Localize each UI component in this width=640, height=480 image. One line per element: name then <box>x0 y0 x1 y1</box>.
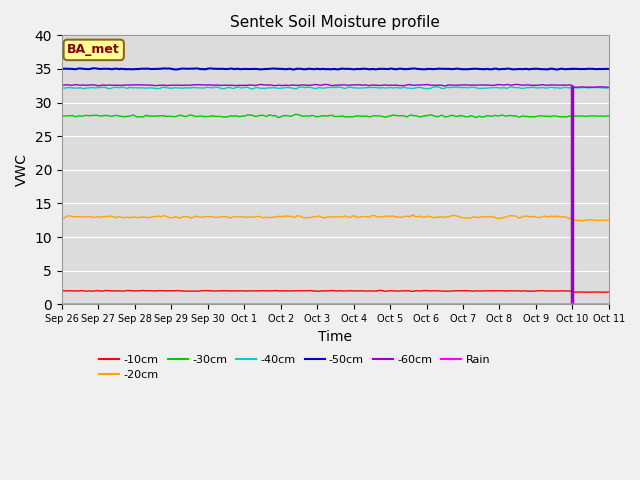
Text: BA_met: BA_met <box>67 43 120 57</box>
X-axis label: Time: Time <box>318 330 353 344</box>
Title: Sentek Soil Moisture profile: Sentek Soil Moisture profile <box>230 15 440 30</box>
Y-axis label: VWC: VWC <box>15 153 29 186</box>
Legend: -10cm, -20cm, -30cm, -40cm, -50cm, -60cm, Rain: -10cm, -20cm, -30cm, -40cm, -50cm, -60cm… <box>95 350 495 385</box>
